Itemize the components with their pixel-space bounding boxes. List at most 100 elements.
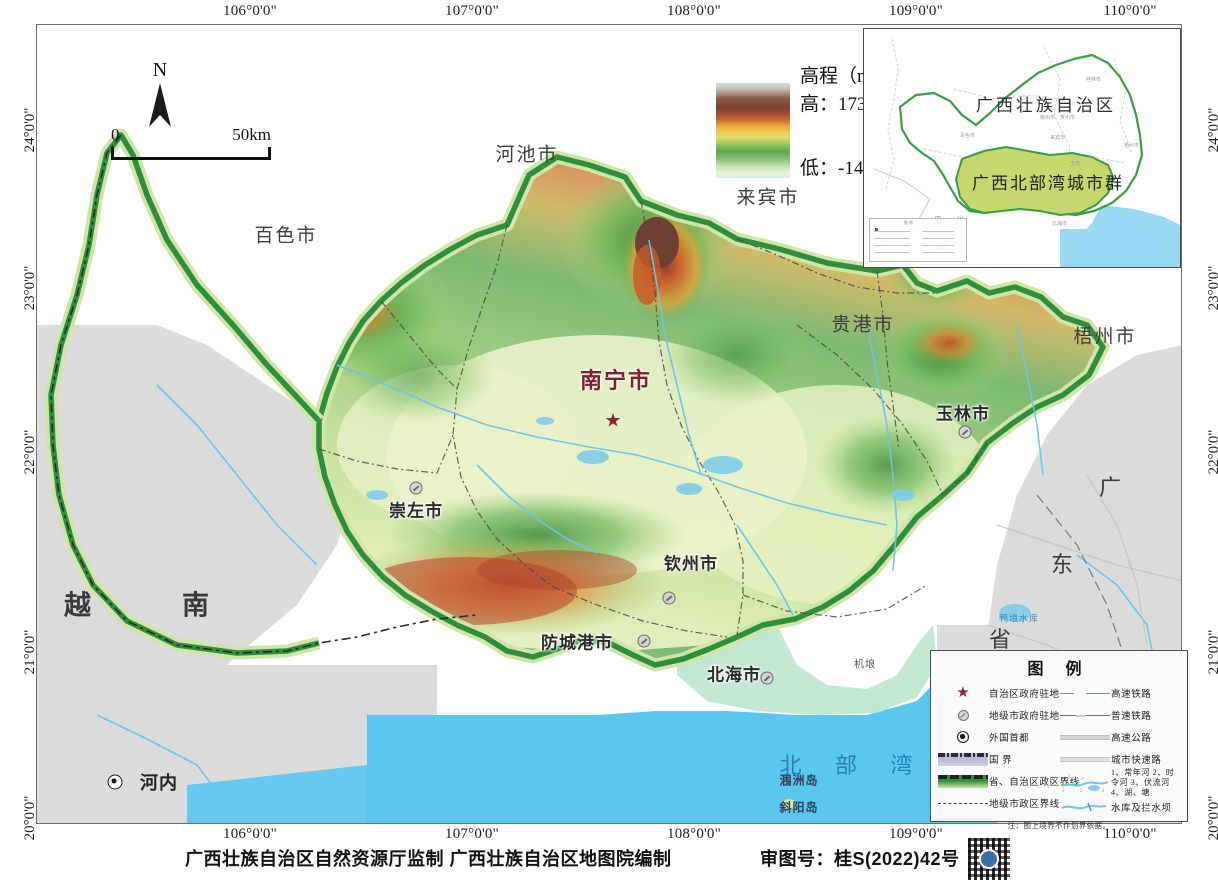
qr-code[interactable] — [968, 838, 1010, 880]
urban-expressway-icon — [1059, 751, 1111, 767]
legend-item[interactable]: 高速铁路 — [1059, 682, 1181, 704]
lat-label: 24°0'0" — [1206, 107, 1218, 153]
foreign-capital-icon — [937, 729, 989, 745]
island-label-xieyang: 斜阳岛 — [779, 800, 819, 815]
legend-label: 水库及拦水坝 — [1111, 804, 1172, 814]
city-label-guigang: 贵港市 — [831, 314, 895, 336]
legend-label: 省、自治区政区界线 — [989, 778, 1080, 788]
islands — [781, 798, 797, 810]
city-label-beihai: 北海市 — [707, 665, 761, 685]
inset-cluster-highlight — [955, 146, 1115, 216]
legend-column-right: 高速铁路 普速铁路 高速公路 城市快速路 — [1059, 682, 1181, 818]
footer-approval-number: 审图号：桂S(2022)42号 — [760, 849, 960, 869]
lon-label: 108°0'0" — [667, 826, 721, 842]
legend-item[interactable]: 外国首都 — [937, 726, 1059, 748]
footer-authority-text: 广西壮族自治区自然资源厅监制 广西壮族自治区地图院编制 — [185, 849, 672, 869]
prefecture-boundary-icon — [937, 795, 989, 811]
svg-text:2: 2 — [1080, 788, 1083, 793]
svg-text:3: 3 — [1062, 788, 1065, 793]
province-label-sheng: 省 — [988, 627, 1014, 652]
svg-text:来宾市: 来宾市 — [1050, 134, 1065, 141]
legend-item[interactable]: 1 2 3 4 1、常年河 2、时令河 3、伏流河 4、湖、塘 — [1059, 768, 1181, 797]
legend-item[interactable]: 地级市政府驻地 — [937, 704, 1059, 726]
scale-bar: 0 50km — [111, 125, 271, 160]
prefecture-seat-icon — [937, 707, 989, 723]
prefecture-boundaries — [318, 200, 988, 638]
lat-label: 21°0'0" — [1206, 629, 1218, 675]
legend-item[interactable]: 省、自治区政区界线 — [937, 770, 1079, 792]
inset-locator-map[interactable]: 桂林市 柳州市 贺州市 来宾市 玉林 梧州市 百色市 北海市 广西壮族自治区 广… — [863, 28, 1181, 268]
province-boundary-icon — [937, 773, 989, 789]
inset-guangxi-outline — [898, 53, 1144, 217]
lon-label: 109°0'0" — [889, 826, 943, 842]
city-label-baise: 百色市 — [254, 225, 318, 247]
expressway-icon — [1059, 729, 1111, 745]
city-label-qinzhou: 钦州市 — [664, 554, 718, 574]
legend-note: 注：图上境界不作划界依据。 — [1007, 821, 1111, 830]
reservoir-label: 鸭埌水库 — [998, 613, 1040, 624]
country-label-vietnam-1: 越 — [64, 590, 94, 621]
svg-text:1: 1 — [1068, 774, 1071, 779]
legend-label: 地级市政府驻地 — [989, 712, 1060, 722]
capital-star-icon: ★ — [604, 410, 622, 432]
north-arrow: N — [137, 59, 183, 131]
footer: 广西壮族自治区自然资源厅监制 广西壮族自治区地图院编制 审图号：桂S(2022)… — [0, 838, 1218, 885]
elevation-legend: 高程（m） 高：1731 低：-141 — [716, 61, 896, 186]
elevation-high-label: 高：1731 — [800, 94, 877, 115]
scale-min: 0 — [111, 125, 120, 144]
legend-item[interactable]: ★ 自治区政府驻地 — [937, 682, 1059, 704]
reservoir-dam-icon — [1059, 799, 1111, 815]
lon-label: 110°0'0" — [1103, 826, 1157, 842]
lon-label: 110°0'0" — [1103, 3, 1157, 19]
legend-item[interactable]: 水库及拦水坝 — [1059, 796, 1181, 818]
legend-item[interactable]: 地级市政区界线 — [937, 792, 1059, 814]
star-icon: ★ — [956, 684, 970, 701]
lon-label: 106°0'0" — [223, 3, 277, 19]
legend-item[interactable]: 普速铁路 — [1059, 704, 1181, 726]
lat-label: 20°0'0" — [1206, 795, 1218, 841]
svg-text:梧州市: 梧州市 — [1124, 142, 1139, 149]
foreign-capital-icon — [107, 774, 123, 790]
island-label-weizhou: 涠洲岛 — [779, 773, 819, 788]
capital-label-nanning: 南宁市 — [579, 368, 653, 393]
prefecture-seat-icon — [958, 425, 972, 439]
city-label-hechi: 河池市 — [495, 144, 559, 166]
svg-text:百色市: 百色市 — [960, 132, 975, 139]
place-label-jilang: 机埌 — [854, 659, 876, 671]
legend-label: 外国首都 — [989, 734, 1030, 744]
sea-label-beibu-gulf: 北 部 湾 — [779, 753, 927, 778]
legend-item[interactable]: 城市快速路 — [1059, 748, 1181, 770]
high-speed-rail-icon — [1059, 685, 1111, 701]
legend-label: 1、常年河 2、时令河 3、伏流河 4、湖、塘 — [1111, 768, 1175, 797]
legend-label: 高速铁路 — [1111, 690, 1152, 700]
map-legend[interactable]: 图 例 ★ 自治区政府驻地 地级市政府驻地 外国首都 国 界 — [930, 650, 1188, 830]
city-label-laibin: 来宾市 — [736, 187, 800, 209]
legend-title: 图 例 — [1027, 661, 1091, 678]
city-label-yulin: 玉林市 — [936, 404, 990, 424]
legend-item[interactable]: 高速公路 — [1059, 726, 1181, 748]
national-boundary — [50, 134, 478, 654]
city-label-fangchenggang: 防城港市 — [541, 633, 613, 653]
elevation-ramp — [716, 83, 790, 178]
inset-legend-title: 图 例 — [904, 220, 913, 225]
province-label-dong: 东 — [1050, 552, 1076, 577]
svg-text:贺州市: 贺州市 — [1060, 114, 1075, 121]
north-arrow-icon — [149, 83, 171, 127]
svg-text:柳州市: 柳州市 — [1040, 114, 1055, 121]
city-label-chongzuo: 崇左市 — [389, 501, 443, 521]
legend-label: 地级市政区界线 — [989, 800, 1060, 810]
country-label-vietnam-2: 南 — [182, 590, 212, 621]
city-label-wuzhou: 梧州市 — [1073, 326, 1137, 348]
legend-item[interactable]: 国 界 — [937, 748, 1059, 770]
north-letter: N — [152, 59, 168, 81]
legend-label: 自治区政府驻地 — [989, 690, 1060, 700]
lon-label: 107°0'0" — [445, 3, 499, 19]
lat-label: 23°0'0" — [1206, 265, 1218, 311]
legend-column-left: ★ 自治区政府驻地 地级市政府驻地 外国首都 国 界 省、自 — [937, 682, 1079, 818]
svg-text:4: 4 — [1102, 788, 1105, 793]
legend-label: 高速公路 — [1111, 734, 1152, 744]
scale-bar-graphic — [111, 147, 271, 160]
rivers — [96, 239, 1158, 806]
legend-label: 国 界 — [989, 756, 1013, 766]
